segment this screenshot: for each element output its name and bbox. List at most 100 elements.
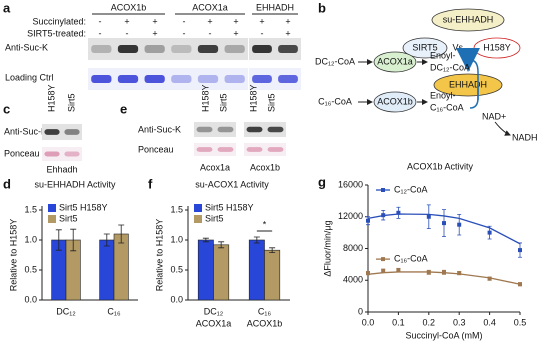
group-label: ACOX1a: [192, 2, 228, 12]
band: [217, 126, 234, 133]
point: [366, 218, 370, 223]
blot-label: Loading Ctrl: [5, 72, 54, 82]
lane-mark: +: [152, 16, 157, 26]
panel-label: g: [318, 174, 326, 189]
substrate: DC₁₂-CoA: [315, 56, 355, 66]
bar: [197, 239, 214, 301]
lane-mark: +: [285, 28, 290, 38]
error-bar: [202, 237, 209, 243]
x-tick-label: 0.0: [362, 317, 375, 327]
axis: [367, 185, 520, 313]
x-tick-label: DC₁₂: [204, 306, 224, 316]
lane-label: Sirt5: [66, 93, 76, 112]
band: [64, 129, 80, 135]
legend-label: Sirt5 H158Y: [205, 202, 254, 212]
x-tick-label: C₁₆: [258, 306, 272, 316]
blot-label: Anti-Suc-K: [4, 126, 47, 136]
band: [224, 45, 245, 53]
y-axis-label: Relative to H158Y: [154, 219, 164, 292]
band: [44, 151, 60, 157]
bar: [264, 249, 281, 301]
point: [366, 271, 370, 276]
band: [171, 45, 192, 53]
lane-mark: +: [285, 16, 290, 26]
y-axis-label: ΔFluor/min/μg: [322, 220, 332, 276]
lane-mark: -: [99, 28, 102, 38]
band: [117, 75, 139, 83]
band: [278, 45, 298, 53]
legend-swatch: [194, 215, 202, 223]
y-tick-label: 16000: [338, 179, 363, 189]
band: [64, 151, 80, 157]
point: [381, 213, 386, 218]
panel-label: a: [3, 0, 11, 15]
y-tick-label: 0: [358, 306, 363, 316]
band: [224, 75, 245, 83]
legend-swatch: [48, 215, 56, 223]
x-tick-label: 0.2: [423, 317, 436, 327]
legend-swatch: [48, 204, 56, 212]
band: [197, 75, 219, 83]
lane-mark: +: [124, 16, 129, 26]
legend-label: Sirt5: [205, 213, 224, 223]
x-axis-label: Succinyl-CoA (mM): [405, 330, 482, 340]
lane-mark: -: [261, 28, 264, 38]
lane-label: Sirt5: [218, 93, 228, 112]
band: [91, 75, 112, 83]
point: [487, 230, 492, 235]
band: [197, 45, 219, 53]
x-tick-sublabel: ACOX1b: [247, 318, 283, 328]
band: [44, 129, 60, 135]
lane-mark: -: [209, 28, 212, 38]
panel-label: f: [148, 176, 153, 191]
band: [117, 45, 139, 53]
node-label: Vs.: [452, 42, 465, 52]
point: [487, 276, 492, 281]
legend-marker: [381, 188, 385, 192]
node-label: su-EHHADH: [443, 14, 494, 24]
y-tick-label: 1.0: [24, 234, 37, 244]
point: [518, 282, 522, 287]
node: [373, 51, 417, 73]
panel-label: d: [3, 176, 11, 191]
lane-mark: +: [152, 28, 157, 38]
lane-mark: +: [259, 16, 264, 26]
blot-label: Anti-Suc-K: [5, 42, 48, 52]
point: [442, 221, 446, 226]
legend-label: Sirt5: [59, 213, 78, 223]
lane-label: H158Y: [46, 84, 56, 112]
blot: [244, 122, 286, 137]
band: [246, 126, 263, 133]
x-tick-label: 0.4: [483, 317, 496, 327]
y-tick-label: 0.5: [24, 264, 37, 274]
group-label: ACOX1b: [111, 2, 147, 12]
y-axis-label: Relative to H158Y: [8, 219, 18, 292]
blot: [88, 68, 248, 90]
legend-label: C₁₂-CoA: [394, 184, 428, 194]
point: [518, 248, 522, 253]
band: [246, 147, 263, 152]
node-label: EHHADH: [449, 79, 487, 89]
y-tick-label: 1.5: [24, 204, 37, 214]
protein-label: Ehhadh: [46, 164, 77, 174]
enzyme: ACOX1a: [377, 56, 413, 66]
legend-marker: [381, 257, 385, 262]
node-label: H158Y: [483, 42, 511, 52]
node: [402, 37, 448, 59]
point: [457, 222, 462, 227]
x-tick-label: 0.5: [514, 317, 527, 327]
x-tick-label: DC₁₂: [56, 306, 76, 316]
product: Enoyl-: [430, 50, 456, 60]
panel-label: b: [318, 0, 326, 15]
panel-label: e: [120, 101, 127, 116]
band: [252, 45, 272, 53]
protein-label: Acox1a: [200, 162, 230, 172]
band: [171, 75, 192, 83]
x-tick-sublabel: ACOX1a: [196, 318, 232, 328]
error-bar: [253, 236, 260, 244]
fit-line: [367, 213, 521, 245]
y-tick-label: 0.0: [170, 294, 183, 304]
fit-line: [367, 271, 521, 285]
blot: [42, 124, 82, 140]
cofactor: NAD+: [482, 111, 506, 121]
